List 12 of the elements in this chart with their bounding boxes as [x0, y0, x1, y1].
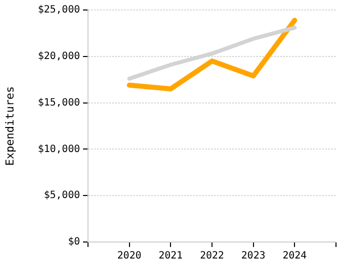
- y-tick-label: $5,000: [44, 190, 80, 202]
- x-tick-label: 2022: [200, 250, 224, 262]
- x-tick-label: 2020: [117, 250, 142, 262]
- y-tick-label: $15,000: [38, 97, 80, 108]
- y-tick-label: $20,000: [38, 50, 80, 62]
- x-tick-label: 2021: [158, 250, 183, 262]
- y-tick-label: $0: [68, 236, 80, 248]
- x-tick-label: 2024: [282, 250, 307, 262]
- y-axis-title: Expenditures: [3, 86, 16, 166]
- y-tick-label: $25,000: [38, 4, 80, 16]
- y-tick-label: $10,000: [38, 144, 80, 155]
- x-tick-label: 2023: [241, 250, 266, 262]
